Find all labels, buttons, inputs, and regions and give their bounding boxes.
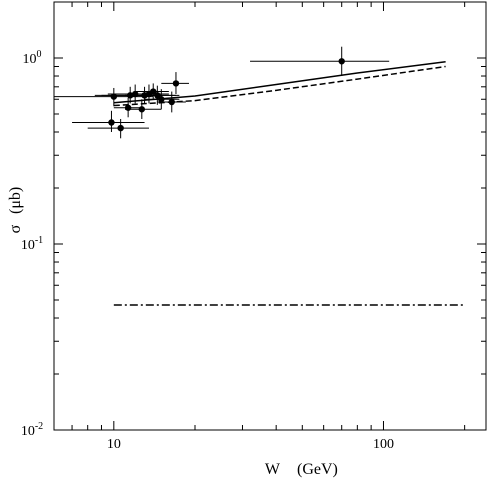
plot-frame [53, 1, 487, 431]
model-curves [113, 60, 465, 306]
x-tick-label: 100 [373, 437, 394, 452]
point-marker [108, 119, 115, 126]
axis-tick-labels: 10 100 10-2 10-1 100 [21, 49, 394, 452]
y-axis-label-unit: (μb) [7, 187, 24, 214]
data-point [54, 87, 154, 107]
curve-solid [113, 60, 446, 104]
point-marker [158, 96, 165, 103]
y-tick-label: 10-1 [21, 235, 43, 253]
data-point [72, 110, 145, 133]
data-point [124, 99, 162, 119]
y-tick-label: 100 [23, 49, 42, 67]
data-point [250, 46, 390, 77]
point-marker [338, 58, 345, 65]
point-marker [172, 80, 180, 87]
data-point [87, 118, 149, 139]
y-tick-label: 10-2 [21, 421, 43, 439]
point-marker [138, 106, 146, 113]
point-marker [168, 98, 175, 106]
x-axis-label-unit: (GeV) [297, 461, 338, 478]
x-axis-label-var: W [265, 461, 281, 478]
data-point [144, 89, 180, 110]
point-marker [117, 124, 124, 132]
data-point [161, 72, 189, 95]
point-marker [154, 92, 161, 99]
data-point [157, 91, 186, 113]
data-points [54, 46, 390, 139]
x-tick-label: 10 [107, 437, 121, 452]
axis-ticks [53, 1, 486, 431]
point-marker [124, 104, 132, 111]
point-marker [150, 88, 157, 95]
y-axis-label-var: σ [7, 224, 24, 233]
data-point [135, 83, 169, 100]
